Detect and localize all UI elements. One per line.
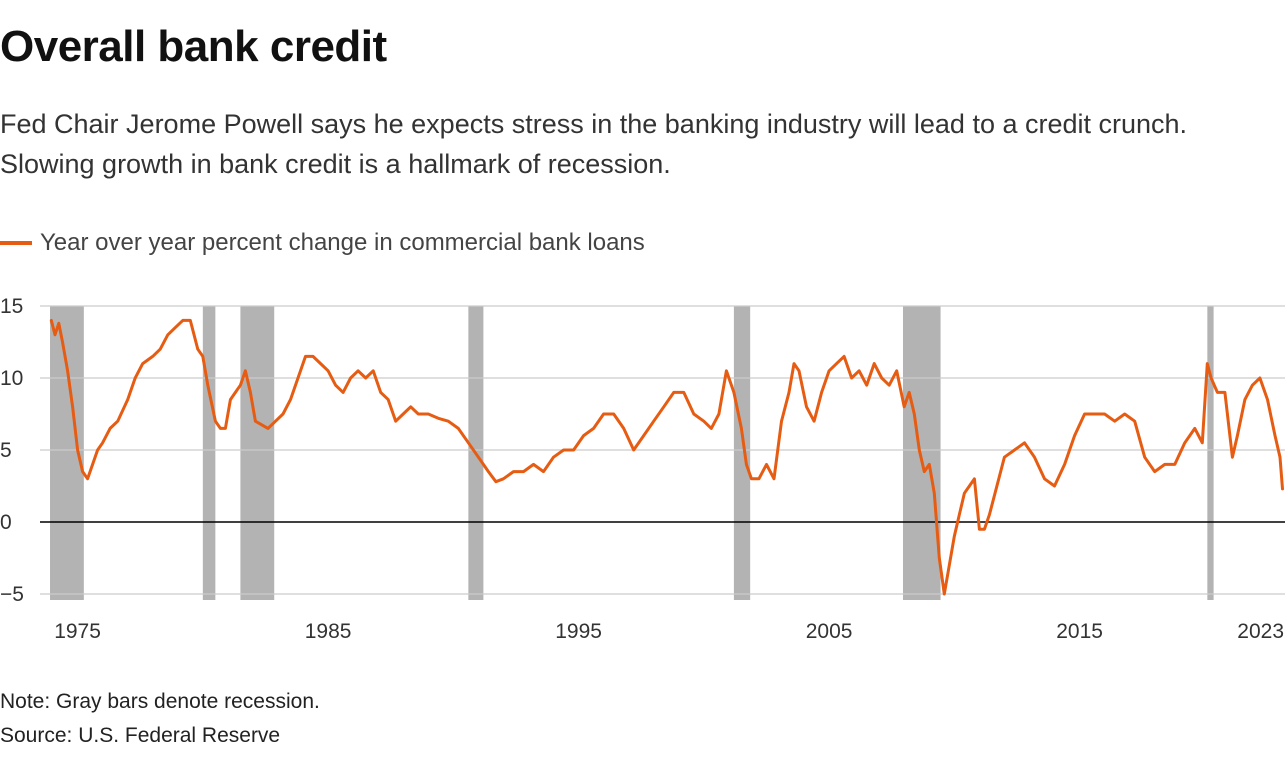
x-tick-label: 2015 bbox=[1056, 620, 1103, 643]
x-tick-label: 2023 bbox=[1237, 620, 1284, 643]
recession-bar-6 bbox=[1207, 306, 1214, 600]
x-tick-label: 1985 bbox=[305, 620, 352, 643]
source-note: Source: U.S. Federal Reserve bbox=[0, 724, 281, 747]
recession-bar-1 bbox=[202, 306, 216, 600]
footnote: Note: Gray bars denote recession. bbox=[0, 690, 320, 713]
recession-bar-4 bbox=[733, 306, 751, 600]
series-lines bbox=[49, 318, 1284, 596]
y-tick-label: 0 bbox=[0, 511, 12, 534]
recession-bar-2 bbox=[240, 306, 275, 600]
chart-subtitle: Fed Chair Jerome Powell says he expects … bbox=[0, 109, 1188, 179]
series-line-0 bbox=[49, 318, 1284, 596]
chart-title: Overall bank credit bbox=[0, 22, 387, 71]
y-tick-label: −5 bbox=[0, 583, 24, 606]
recession-bars bbox=[50, 306, 1214, 600]
legend-label: Year over year percent change in commerc… bbox=[40, 229, 645, 256]
y-tick-label: 5 bbox=[0, 439, 12, 462]
x-axis-ticks: 1975 1985 1995 2005 2015 2023 bbox=[54, 620, 1284, 643]
recession-bar-5 bbox=[902, 306, 941, 600]
line-chart: 15 10 5 0 −5 1975 1985 1995 2005 2015 2023 bbox=[0, 295, 1285, 643]
x-tick-label: 1975 bbox=[54, 620, 101, 643]
gridlines bbox=[40, 305, 1285, 595]
y-axis-ticks: 15 10 5 0 −5 bbox=[0, 295, 24, 606]
legend: Year over year percent change in commerc… bbox=[0, 228, 645, 258]
x-tick-label: 2005 bbox=[806, 620, 853, 643]
y-tick-label: 15 bbox=[0, 295, 23, 318]
y-tick-label: 10 bbox=[0, 367, 23, 390]
x-tick-label: 1995 bbox=[555, 620, 602, 643]
legend-swatch bbox=[0, 241, 32, 245]
